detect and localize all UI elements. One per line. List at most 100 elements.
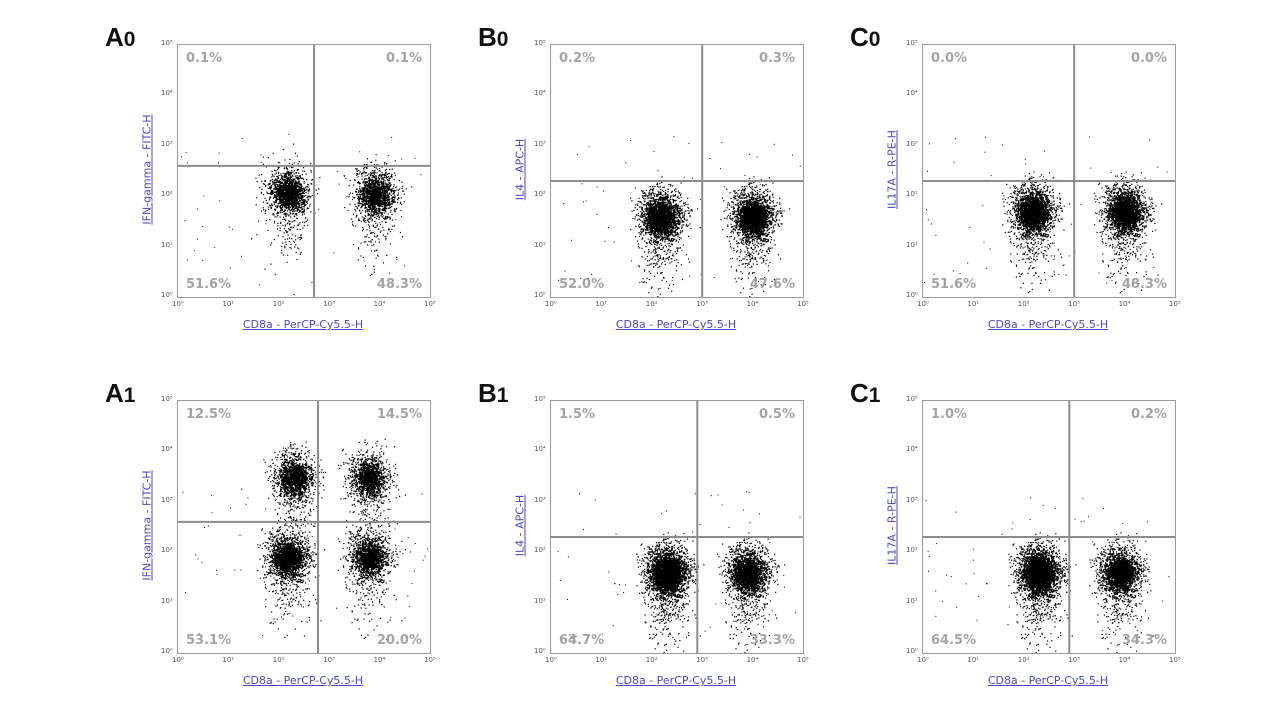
event-dot	[288, 194, 290, 196]
event-dot	[363, 184, 365, 186]
event-dot	[385, 194, 387, 196]
event-dot	[365, 190, 367, 193]
event-dot	[654, 203, 657, 205]
event-dot	[286, 206, 288, 208]
event-dot	[292, 210, 294, 213]
event-dot	[652, 216, 654, 219]
event-dot	[664, 195, 667, 197]
event-dot	[258, 220, 259, 222]
event-dot	[689, 215, 691, 217]
event-dot	[378, 179, 380, 181]
x-axis-label[interactable]: CD8a - PerCP-Cy5.5-H	[177, 318, 429, 331]
event-dot	[293, 240, 295, 242]
event-dot	[668, 238, 670, 241]
event-dot	[303, 203, 305, 205]
event-dot	[676, 270, 678, 272]
event-dot	[385, 176, 388, 178]
y-tick-label: 10³	[161, 140, 173, 148]
y-axis-label[interactable]: IFN-gamma - FITC-H	[141, 90, 154, 250]
event-dot	[376, 189, 378, 191]
event-dot	[286, 223, 288, 225]
event-dot	[288, 209, 290, 211]
event-dot	[664, 236, 666, 238]
event-dot	[269, 198, 271, 200]
event-dot	[382, 208, 385, 210]
event-dot	[293, 220, 295, 222]
event-dot	[291, 204, 294, 206]
event-dot	[291, 184, 294, 187]
event-dot	[683, 217, 685, 219]
event-dot	[394, 211, 396, 213]
event-dot	[370, 195, 372, 198]
event-dot	[651, 200, 653, 202]
event-dot	[292, 195, 295, 198]
event-dot	[651, 240, 653, 242]
event-dot	[654, 263, 656, 265]
event-dot	[302, 212, 304, 214]
event-dot	[282, 180, 284, 182]
event-dot	[357, 193, 359, 195]
event-dot	[289, 223, 291, 225]
event-dot	[643, 204, 645, 206]
event-dot	[646, 202, 648, 205]
event-dot	[631, 210, 633, 212]
event-dot	[641, 220, 643, 222]
event-dot	[285, 167, 287, 169]
event-dot	[377, 197, 380, 200]
event-dot	[385, 218, 388, 220]
event-dot	[673, 205, 675, 207]
event-dot	[278, 198, 281, 200]
event-dot	[282, 193, 285, 195]
event-dot	[391, 190, 393, 192]
event-dot	[663, 258, 665, 260]
event-dot	[365, 178, 367, 180]
event-dot	[278, 187, 281, 189]
event-dot	[673, 206, 675, 209]
event-dot	[650, 188, 652, 190]
event-dot	[645, 193, 647, 195]
event-dot	[380, 175, 383, 178]
event-dot	[288, 195, 290, 198]
event-dot	[687, 235, 690, 237]
event-dot	[365, 172, 368, 174]
event-dot	[643, 219, 645, 221]
event-dot	[279, 188, 282, 191]
event-dot	[304, 221, 306, 224]
event-dot	[644, 240, 646, 242]
event-dot	[374, 216, 376, 219]
event-dot	[284, 178, 286, 180]
event-dot	[296, 191, 298, 193]
event-dot	[388, 178, 391, 180]
event-dot	[298, 188, 300, 190]
event-dot	[302, 199, 304, 201]
event-dot	[279, 216, 281, 218]
event-dot	[272, 181, 274, 183]
event-dot	[654, 185, 656, 188]
event-dot	[279, 211, 282, 214]
event-dot	[638, 265, 640, 267]
event-dot	[640, 229, 642, 231]
event-dot	[291, 208, 294, 210]
event-dot	[644, 258, 646, 260]
event-dot	[676, 249, 679, 251]
event-dot	[649, 209, 652, 211]
event-dot	[670, 222, 672, 224]
event-dot	[652, 249, 654, 251]
event-dot	[284, 183, 286, 185]
event-dot	[382, 215, 384, 217]
event-dot	[290, 189, 292, 191]
event-dot	[362, 188, 364, 191]
event-dot	[287, 186, 289, 188]
event-dot	[403, 193, 405, 195]
event-dot	[281, 178, 284, 180]
event-dot	[307, 195, 309, 197]
event-dot	[299, 186, 301, 189]
event-dot	[370, 202, 373, 205]
event-dot	[278, 192, 281, 195]
event-dot	[377, 194, 380, 197]
event-dot	[391, 197, 393, 200]
event-dot	[394, 187, 397, 189]
event-dot	[668, 242, 671, 244]
event-dot	[658, 186, 660, 188]
event-dot	[356, 188, 358, 190]
